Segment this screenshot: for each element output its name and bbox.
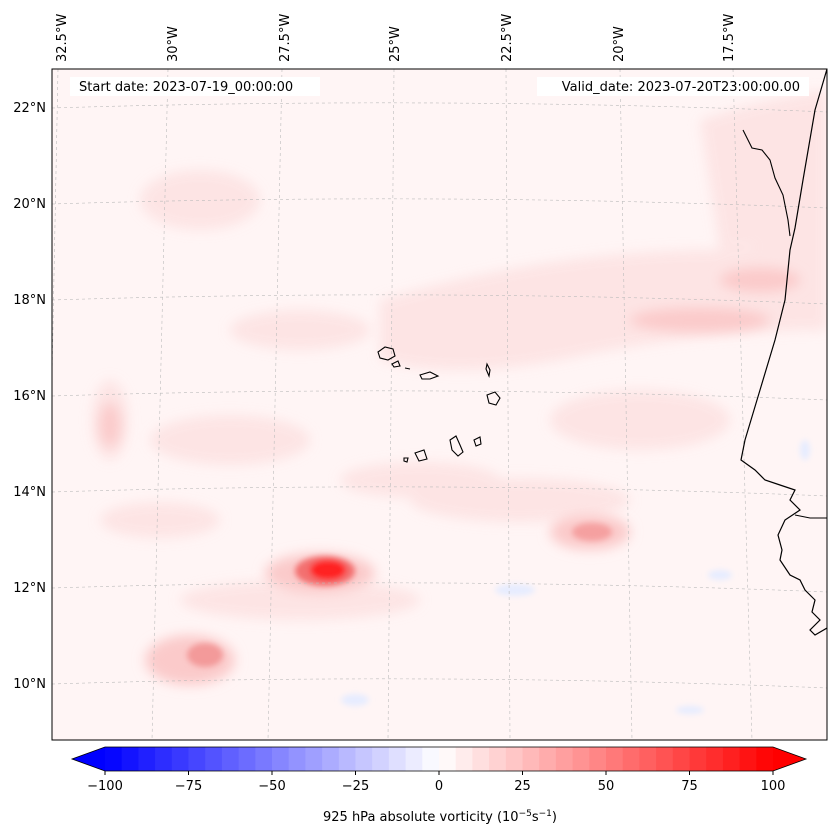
lat-label: 18°N (13, 293, 46, 308)
colorbar-high-extend (773, 747, 806, 771)
colorbar-segment (355, 747, 373, 771)
colorbar-segment (238, 747, 256, 771)
colorbar-segment (205, 747, 223, 771)
start-date-text: Start date: 2023-07-19_00:00:00 (79, 80, 293, 95)
lon-label: 27.5°W (278, 14, 293, 62)
colorbar-segment (572, 747, 590, 771)
cape-verde-islands (377, 346, 501, 463)
colorbar-segment (439, 747, 457, 771)
lat-label: 14°N (13, 485, 46, 500)
vorticity-field (52, 69, 827, 740)
colorbar-segment (171, 747, 189, 771)
colorbar-tick-label: −25 (342, 779, 369, 794)
lon-label: 32.5°W (55, 14, 70, 62)
colorbar-segment (505, 747, 523, 771)
colorbar-tick-label: 25 (514, 779, 531, 794)
lon-label: 25°W (388, 26, 403, 62)
colorbar-segment (722, 747, 741, 771)
lat-label: 16°N (13, 389, 46, 404)
lon-label: 17.5°W (722, 14, 737, 62)
colorbar-segment (455, 747, 473, 771)
colorbar-tick-label: 75 (681, 779, 698, 794)
colorbar-segment (522, 747, 540, 771)
colorbar: −100 −75 −50 −25 0 25 50 75 100 925 hPa absolute… (70, 746, 808, 825)
colorbar-segment (322, 747, 340, 771)
colorbar-segment (221, 747, 240, 771)
colorbar-segment (338, 747, 356, 771)
colorbar-segment (372, 747, 390, 771)
colorbar-segment (155, 747, 173, 771)
lon-label: 30°W (166, 26, 181, 62)
colorbar-segment (555, 747, 574, 771)
lat-label: 12°N (13, 581, 46, 596)
colorbar-segment (422, 747, 440, 771)
gambia-coast (794, 514, 827, 519)
lon-label: 22.5°W (500, 14, 515, 62)
colorbar-segment (706, 747, 724, 771)
colorbar-segment (739, 747, 757, 771)
colorbar-segment (255, 747, 273, 771)
colorbar-tick-label: −75 (175, 779, 202, 794)
colorbar-segment (305, 747, 323, 771)
colorbar-tick-label: 0 (435, 779, 443, 794)
colorbar-tick-label: −100 (87, 779, 123, 794)
colorbar-segment (606, 747, 624, 771)
lat-label: 20°N (13, 197, 46, 212)
lon-label: 20°W (612, 26, 627, 62)
colorbar-segment (472, 747, 490, 771)
valid-date-text: Valid_date: 2023-07-20T23:00:00.00 (562, 80, 800, 95)
africa-coastline (740, 69, 827, 636)
colorbar-segment (622, 747, 640, 771)
colorbar-tick-label: −50 (258, 779, 285, 794)
colorbar-segment (639, 747, 657, 771)
valid-date-box (537, 77, 809, 96)
colorbar-ticks: −100 −75 −50 −25 0 25 50 75 100 (87, 771, 785, 794)
colorbar-segment (188, 747, 206, 771)
colorbar-segment (672, 747, 690, 771)
colorbar-segment (288, 747, 306, 771)
colorbar-segment (656, 747, 674, 771)
colorbar-segment (489, 747, 507, 771)
western-sahara-coast (742, 129, 791, 237)
colorbar-segment (539, 747, 557, 771)
lat-label: 22°N (13, 101, 46, 116)
colorbar-segment (689, 747, 707, 771)
colorbar-segment (105, 747, 123, 771)
graticule (52, 69, 827, 740)
colorbar-segment (138, 747, 156, 771)
start-date-box (70, 77, 320, 96)
colorbar-label: 925 hPa absolute vorticity (10−5s−1) (323, 809, 557, 825)
latitude-labels: 22°N 20°N 18°N 16°N 14°N 12°N 10°N (13, 101, 46, 692)
colorbar-tick-label: 100 (761, 779, 786, 794)
colorbar-low-extend (72, 747, 105, 771)
colorbar-segment (756, 747, 774, 771)
longitude-labels: 32.5°W 30°W 27.5°W 25°W 22.5°W 20°W 17.5… (55, 14, 737, 62)
lat-label: 10°N (13, 677, 46, 692)
colorbar-segments (105, 747, 774, 771)
colorbar-segment (589, 747, 607, 771)
colorbar-segment (388, 747, 407, 771)
colorbar-segment (121, 747, 139, 771)
colorbar-segment (272, 747, 290, 771)
colorbar-segment (405, 747, 423, 771)
colorbar-tick-label: 50 (598, 779, 615, 794)
map-frame (51, 68, 828, 741)
